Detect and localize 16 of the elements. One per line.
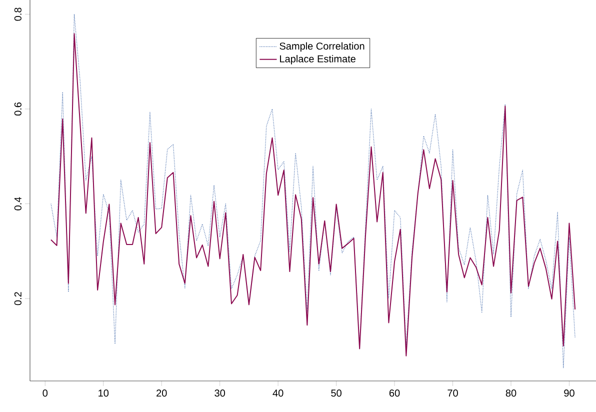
x-tick-label: 80 <box>506 390 516 397</box>
x-tick-label: 70 <box>448 390 458 397</box>
y-tick-label: 0.4 <box>14 197 22 210</box>
x-tick-label: 0 <box>42 390 48 397</box>
x-tick-label: 20 <box>156 390 167 397</box>
y-tick-label: 0.2 <box>14 292 22 306</box>
y-tick-label: 0.8 <box>14 8 22 21</box>
x-tick-label: 60 <box>389 390 400 397</box>
legend-label: Sample Correlation <box>280 42 364 52</box>
legend-label: Laplace Estimate <box>280 55 356 64</box>
x-tick-label: 90 <box>564 390 574 397</box>
x-tick-label: 40 <box>272 390 284 397</box>
x-tick-label: 30 <box>214 390 226 397</box>
x-tick-label: 10 <box>98 390 109 397</box>
y-tick-label: 0.6 <box>14 102 22 116</box>
x-tick-label: 50 <box>331 390 342 397</box>
